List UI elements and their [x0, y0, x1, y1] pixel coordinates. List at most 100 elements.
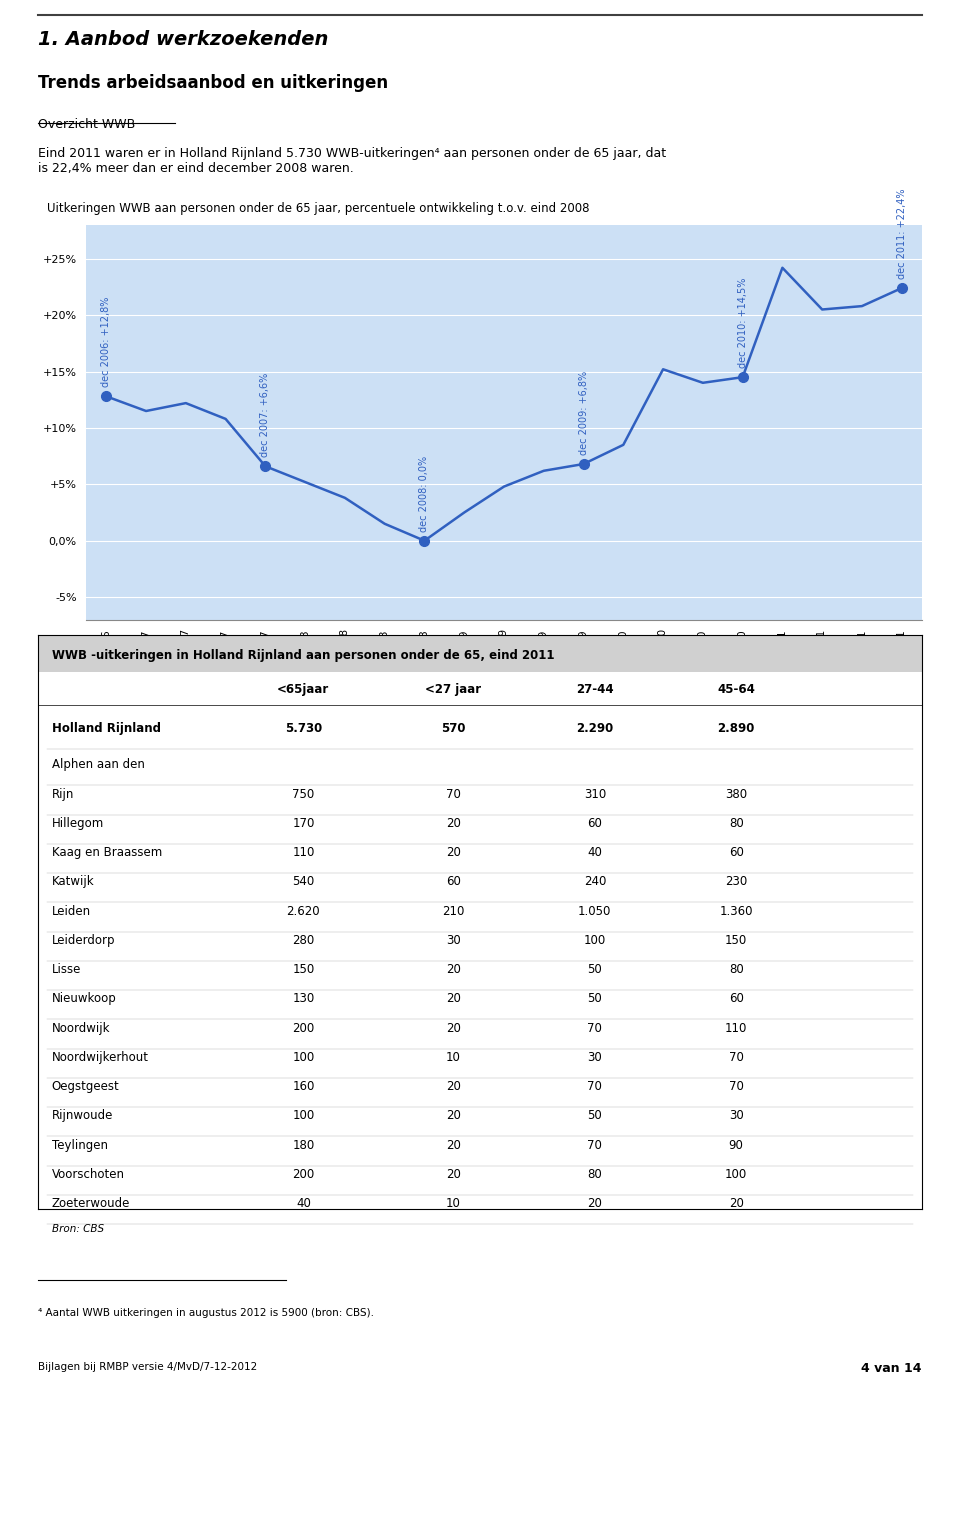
Text: Alphen aan den: Alphen aan den — [52, 759, 145, 771]
Text: 10: 10 — [446, 1051, 461, 1063]
Text: Leiden: Leiden — [52, 904, 91, 918]
Text: Kaag en Braassem: Kaag en Braassem — [52, 846, 162, 858]
Text: 70: 70 — [446, 788, 461, 800]
Text: 100: 100 — [292, 1051, 315, 1063]
Text: Teylingen: Teylingen — [52, 1138, 108, 1152]
Text: Oegstgeest: Oegstgeest — [52, 1080, 119, 1092]
Text: 240: 240 — [584, 875, 606, 889]
Text: 110: 110 — [292, 846, 315, 858]
Text: dec 2011: +22,4%: dec 2011: +22,4% — [897, 188, 906, 278]
Text: 30: 30 — [588, 1051, 602, 1063]
Text: 20: 20 — [446, 846, 461, 858]
Text: Nieuwkoop: Nieuwkoop — [52, 993, 116, 1005]
Text: 280: 280 — [292, 933, 315, 947]
Text: Overzicht WWB: Overzicht WWB — [38, 118, 135, 132]
Text: dec 2009: +6,8%: dec 2009: +6,8% — [579, 370, 588, 454]
Text: Rijn: Rijn — [52, 788, 74, 800]
Text: 70: 70 — [729, 1080, 744, 1092]
Text: 80: 80 — [729, 817, 743, 829]
Text: 2.290: 2.290 — [576, 722, 613, 734]
Text: 70: 70 — [588, 1022, 602, 1034]
Text: WWB -uitkeringen in Holland Rijnland aan personen onder de 65, eind 2011: WWB -uitkeringen in Holland Rijnland aan… — [52, 649, 554, 661]
Text: Katwijk: Katwijk — [52, 875, 94, 889]
Text: 70: 70 — [729, 1051, 744, 1063]
Text: 60: 60 — [588, 817, 602, 829]
Text: 130: 130 — [292, 993, 315, 1005]
Text: 50: 50 — [588, 1109, 602, 1123]
Text: 70: 70 — [588, 1080, 602, 1092]
Text: 540: 540 — [292, 875, 315, 889]
Text: 20: 20 — [729, 1198, 744, 1210]
Text: 210: 210 — [443, 904, 465, 918]
Text: Eind 2011 waren er in Holland Rijnland 5.730 WWB-uitkeringen⁴ aan personen onder: Eind 2011 waren er in Holland Rijnland 5… — [38, 147, 666, 176]
Text: 180: 180 — [292, 1138, 315, 1152]
Text: <27 jaar: <27 jaar — [425, 682, 482, 696]
Text: 750: 750 — [292, 788, 315, 800]
Text: 110: 110 — [725, 1022, 747, 1034]
Text: 90: 90 — [729, 1138, 744, 1152]
Text: Bijlagen bij RMBP versie 4/MvD/7-12-2012: Bijlagen bij RMBP versie 4/MvD/7-12-2012 — [38, 1362, 257, 1372]
Text: 80: 80 — [729, 964, 743, 976]
Text: Lisse: Lisse — [52, 964, 81, 976]
Text: Noordwijk: Noordwijk — [52, 1022, 110, 1034]
Text: Hillegom: Hillegom — [52, 817, 104, 829]
Text: Noordwijkerhout: Noordwijkerhout — [52, 1051, 149, 1063]
Text: 40: 40 — [296, 1198, 311, 1210]
Text: 2.890: 2.890 — [717, 722, 755, 734]
Bar — [38, 635, 922, 672]
Text: 200: 200 — [292, 1022, 315, 1034]
Text: 27-44: 27-44 — [576, 682, 613, 696]
Text: 1. Aanbod werkzoekenden: 1. Aanbod werkzoekenden — [38, 31, 328, 49]
Text: 60: 60 — [729, 993, 744, 1005]
Text: 20: 20 — [446, 1167, 461, 1181]
Text: 20: 20 — [446, 964, 461, 976]
Text: dec 2010: +14,5%: dec 2010: +14,5% — [737, 278, 748, 369]
Text: 50: 50 — [588, 964, 602, 976]
Text: 100: 100 — [584, 933, 606, 947]
Text: 150: 150 — [292, 964, 315, 976]
Text: 10: 10 — [446, 1198, 461, 1210]
Text: 310: 310 — [584, 788, 606, 800]
Text: Voorschoten: Voorschoten — [52, 1167, 125, 1181]
Text: Trends arbeidsaanbod en uitkeringen: Trends arbeidsaanbod en uitkeringen — [38, 73, 389, 92]
Text: 380: 380 — [725, 788, 747, 800]
Text: 20: 20 — [446, 1138, 461, 1152]
Text: Zoeterwoude: Zoeterwoude — [52, 1198, 130, 1210]
Text: 30: 30 — [446, 933, 461, 947]
Text: ⁴ Aantal WWB uitkeringen in augustus 2012 is 5900 (bron: CBS).: ⁴ Aantal WWB uitkeringen in augustus 201… — [38, 1308, 374, 1319]
Text: dec 2007: +6,6%: dec 2007: +6,6% — [260, 373, 271, 457]
Text: 4 van 14: 4 van 14 — [861, 1362, 922, 1374]
Text: Leiderdorp: Leiderdorp — [52, 933, 115, 947]
Text: 70: 70 — [588, 1138, 602, 1152]
Text: dec 2006: +12,8%: dec 2006: +12,8% — [102, 297, 111, 387]
Text: 1.360: 1.360 — [719, 904, 753, 918]
Text: dec 2008: 0,0%: dec 2008: 0,0% — [420, 456, 429, 532]
Text: Holland Rijnland: Holland Rijnland — [52, 722, 160, 734]
Text: 200: 200 — [292, 1167, 315, 1181]
Text: 30: 30 — [729, 1109, 743, 1123]
Text: 50: 50 — [588, 993, 602, 1005]
Text: 80: 80 — [588, 1167, 602, 1181]
Text: <65jaar: <65jaar — [277, 682, 329, 696]
Text: 100: 100 — [292, 1109, 315, 1123]
Text: Uitkeringen WWB aan personen onder de 65 jaar, percentuele ontwikkeling t.o.v. e: Uitkeringen WWB aan personen onder de 65… — [47, 202, 589, 214]
Text: 60: 60 — [729, 846, 744, 858]
Text: 20: 20 — [446, 993, 461, 1005]
Text: 570: 570 — [442, 722, 466, 734]
Text: 20: 20 — [446, 817, 461, 829]
Text: 20: 20 — [446, 1080, 461, 1092]
Text: 230: 230 — [725, 875, 747, 889]
Text: 170: 170 — [292, 817, 315, 829]
Text: 1.050: 1.050 — [578, 904, 612, 918]
Text: 150: 150 — [725, 933, 747, 947]
Text: Bron: CBS: Bron: CBS — [52, 1224, 104, 1233]
Text: Rijnwoude: Rijnwoude — [52, 1109, 113, 1123]
Text: 5.730: 5.730 — [285, 722, 322, 734]
Text: 20: 20 — [446, 1109, 461, 1123]
Text: 60: 60 — [446, 875, 461, 889]
Text: 45-64: 45-64 — [717, 682, 756, 696]
Text: 2.620: 2.620 — [286, 904, 321, 918]
Text: 100: 100 — [725, 1167, 747, 1181]
Text: 160: 160 — [292, 1080, 315, 1092]
Text: 20: 20 — [588, 1198, 602, 1210]
